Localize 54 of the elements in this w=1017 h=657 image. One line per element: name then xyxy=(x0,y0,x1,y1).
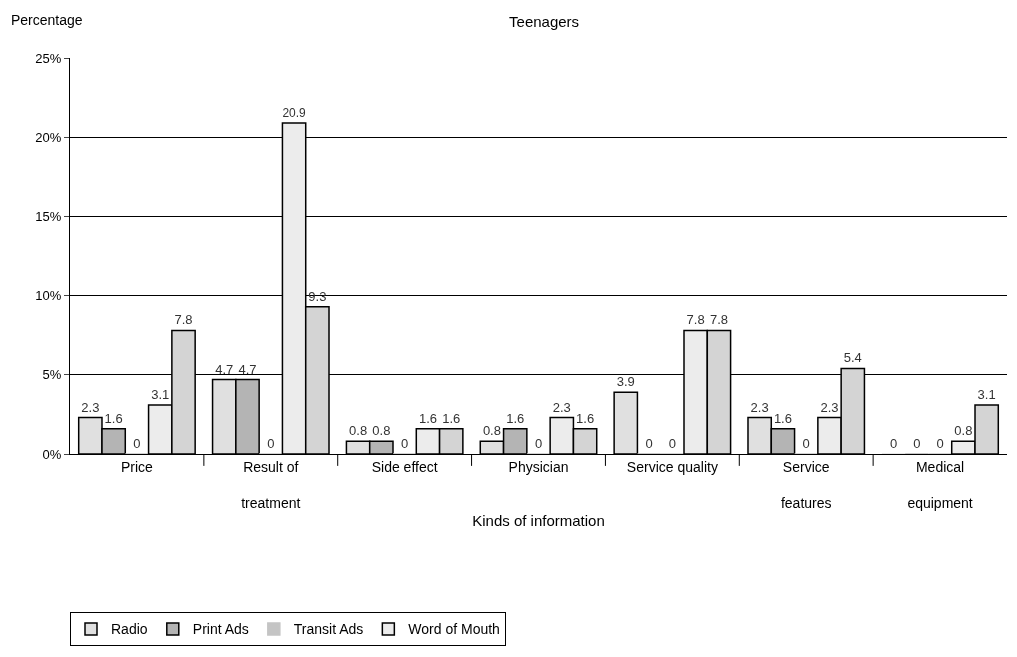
data-label: 0 xyxy=(534,436,543,451)
data-label: 1.6 xyxy=(418,410,437,426)
data-label: 0 xyxy=(267,436,275,451)
data-label: 3.1 xyxy=(977,386,996,402)
data-label: 7.8 xyxy=(709,312,728,328)
data-label: 0 xyxy=(645,436,653,451)
category-label: Result of treatment xyxy=(241,458,301,512)
data-label: 0.8 xyxy=(954,423,973,439)
legend-label: Word of Mouth xyxy=(408,621,500,638)
y-tick-label: 5% xyxy=(42,367,62,383)
y-tick-label: 25% xyxy=(35,50,62,66)
y-tick-label: 15% xyxy=(35,208,62,224)
data-label: 0 xyxy=(133,436,141,451)
data-label: 0 xyxy=(936,436,944,451)
y-tick-label: 0% xyxy=(42,446,62,462)
data-label: 1.6 xyxy=(104,410,123,426)
data-label: 7.8 xyxy=(174,312,193,328)
x-tick-label: Service quality xyxy=(626,458,718,475)
legend-label: Transit Ads xyxy=(293,621,364,638)
data-label: 3.1 xyxy=(151,386,170,402)
data-label: 0.8 xyxy=(482,423,501,439)
data-label: 1.6 xyxy=(506,410,525,426)
x-tick-label: Price xyxy=(120,458,154,475)
x-tick-label: Side effect xyxy=(371,458,438,475)
data-label: 3.9 xyxy=(616,374,635,390)
data-label: 2.3 xyxy=(81,399,100,415)
data-label: 0 xyxy=(668,436,676,451)
data-label: 4.7 xyxy=(238,361,257,377)
chart-title: Teenagers xyxy=(509,12,580,30)
y-axis-title: Percentage xyxy=(11,12,83,28)
category-label: Medical equipment xyxy=(907,458,973,512)
legend-label: Print Ads xyxy=(192,621,249,638)
data-label: 2.3 xyxy=(820,399,839,415)
data-label: 0.8 xyxy=(349,423,368,439)
data-label: 1.6 xyxy=(773,410,792,426)
data-label: 5.4 xyxy=(843,350,862,366)
data-label: 0 xyxy=(401,436,409,451)
y-tick-label: 20% xyxy=(35,129,62,145)
legend-label: Radio xyxy=(111,621,148,638)
data-label: 0.8 xyxy=(372,423,391,439)
category-label: Service features xyxy=(780,458,832,512)
data-label: 0 xyxy=(913,436,921,451)
data-label: 20.9 xyxy=(282,106,307,121)
x-tick-label: Physician xyxy=(508,458,569,475)
data-label: 2.3 xyxy=(750,399,769,415)
data-label: 0 xyxy=(889,436,898,451)
data-label: 1.6 xyxy=(576,410,595,426)
data-label: 7.8 xyxy=(686,312,705,328)
data-label: 2.3 xyxy=(552,399,571,415)
data-label: 4.7 xyxy=(215,361,234,377)
y-tick-label: 10% xyxy=(35,288,62,304)
data-label: 0 xyxy=(802,436,810,451)
x-axis-title: Kinds of information xyxy=(472,512,605,530)
data-label: 1.6 xyxy=(442,410,461,426)
